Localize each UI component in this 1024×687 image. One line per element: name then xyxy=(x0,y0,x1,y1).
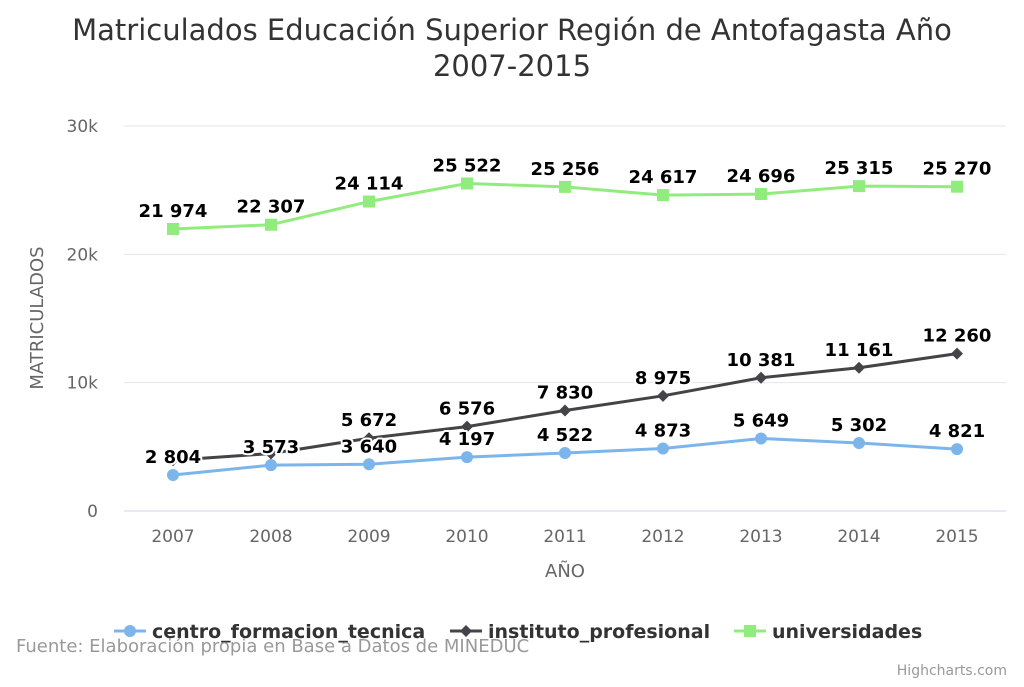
data-label: 5 649 xyxy=(733,411,789,432)
data-label: 25 270 xyxy=(923,159,992,180)
legend-symbol-marker[interactable] xyxy=(460,625,472,637)
credits-link[interactable]: Highcharts.com xyxy=(897,663,1007,679)
legend-item-instituto_profesional[interactable]: instituto_profesional xyxy=(450,621,710,643)
data-label: 4 873 xyxy=(635,420,691,441)
data-point[interactable] xyxy=(853,436,865,449)
chart-title-line-1: Matriculados Educación Superior Región d… xyxy=(72,13,952,47)
x-tick-label: 2010 xyxy=(445,527,488,547)
legend-symbol-marker[interactable] xyxy=(744,625,756,637)
data-label: 24 617 xyxy=(629,167,698,188)
data-label: 11 161 xyxy=(825,340,894,361)
data-label: 25 315 xyxy=(825,158,894,179)
data-point[interactable] xyxy=(559,446,571,459)
legend-symbol-marker[interactable] xyxy=(124,625,136,637)
y-axis-ticks: 0 10k 20k 30k xyxy=(67,117,99,522)
x-axis-title: AÑO xyxy=(545,560,585,582)
x-tick-label: 2008 xyxy=(249,527,292,547)
legend-item-centro_formacion_tecnica[interactable]: centro_formacion_tecnica xyxy=(114,621,425,643)
data-label: 3 573 xyxy=(243,437,299,458)
data-label: 5 302 xyxy=(831,415,887,436)
data-label: 4 197 xyxy=(439,429,495,450)
data-point[interactable] xyxy=(853,361,865,374)
y-tick-label: 0 xyxy=(87,502,98,522)
data-point[interactable] xyxy=(167,223,179,236)
x-tick-label: 2013 xyxy=(739,527,782,547)
legend: centro_formacion_tecnica instituto_profes… xyxy=(114,621,922,643)
x-tick-label: 2015 xyxy=(935,527,978,547)
data-point[interactable] xyxy=(363,195,375,208)
x-tick-label: 2012 xyxy=(641,527,684,547)
data-point[interactable] xyxy=(363,432,375,445)
data-label: 7 830 xyxy=(537,383,593,404)
data-point[interactable] xyxy=(167,469,179,482)
data-point[interactable] xyxy=(363,458,375,471)
data-labels: 2 804 3 573 3 640 4 197 4 522 4 873 5 649 5 302… xyxy=(137,153,994,470)
legend-item-universidades[interactable]: universidades xyxy=(734,621,922,643)
data-point[interactable] xyxy=(951,347,963,360)
data-point[interactable] xyxy=(265,218,277,231)
y-axis-title: MATRICULADOS xyxy=(27,246,48,389)
y-tick-label: 10k xyxy=(67,374,99,394)
x-tick-label: 2014 xyxy=(837,527,880,547)
data-point[interactable] xyxy=(853,180,865,193)
legend-label[interactable]: centro_formacion_tecnica xyxy=(152,621,425,643)
data-label: 24 114 xyxy=(335,174,404,195)
x-tick-label: 2011 xyxy=(543,527,586,547)
chart-title-line-2: 2007-2015 xyxy=(433,49,591,83)
data-label: 5 672 xyxy=(341,410,397,431)
x-tick-label: 2007 xyxy=(151,527,194,547)
series-instituto_profesional xyxy=(167,347,963,467)
data-label: 4 821 xyxy=(929,421,985,442)
legend-label[interactable]: instituto_profesional xyxy=(488,621,710,643)
data-point[interactable] xyxy=(657,389,669,402)
x-tick-label: 2009 xyxy=(347,527,390,547)
source-note: Fuente: Elaboración propia en Base a Dat… xyxy=(16,636,529,657)
data-point[interactable] xyxy=(559,180,571,193)
data-point[interactable] xyxy=(755,432,767,445)
data-label: 3 640 xyxy=(341,436,397,457)
data-label: 10 381 xyxy=(727,350,796,371)
data-point[interactable] xyxy=(461,177,473,190)
data-point[interactable] xyxy=(755,371,767,384)
chart-title: Matriculados Educación Superior Región d… xyxy=(72,13,952,83)
series-centro_formacion_tecnica xyxy=(167,432,963,482)
data-label: 6 576 xyxy=(439,399,495,420)
data-point[interactable] xyxy=(265,447,277,460)
data-label: 25 522 xyxy=(433,155,502,176)
y-tick-label: 20k xyxy=(67,245,99,265)
gridlines xyxy=(124,125,1006,512)
plot-series xyxy=(167,177,963,482)
series-universidades xyxy=(167,177,963,236)
data-point[interactable] xyxy=(657,189,669,202)
data-point[interactable] xyxy=(559,404,571,417)
x-axis-ticks: 2007 2008 2009 2010 2011 2012 2013 2014 2015 xyxy=(151,527,978,547)
data-point[interactable] xyxy=(265,459,277,472)
data-point[interactable] xyxy=(657,442,669,455)
data-label: 24 696 xyxy=(727,166,796,187)
data-label: 25 256 xyxy=(531,159,600,180)
data-point[interactable] xyxy=(461,451,473,464)
data-label: 4 522 xyxy=(537,425,593,446)
data-point[interactable] xyxy=(461,420,473,433)
data-point[interactable] xyxy=(755,188,767,201)
data-point[interactable] xyxy=(951,443,963,456)
y-tick-label: 30k xyxy=(67,117,99,137)
data-point[interactable] xyxy=(951,180,963,193)
legend-label[interactable]: universidades xyxy=(772,621,922,643)
data-label: 12 260 xyxy=(923,326,992,347)
data-label: 21 974 xyxy=(139,201,208,222)
data-label: 2 804 xyxy=(145,447,201,468)
data-label: 8 975 xyxy=(635,368,691,389)
data-label: 22 307 xyxy=(237,197,306,218)
data-point[interactable] xyxy=(167,454,179,467)
